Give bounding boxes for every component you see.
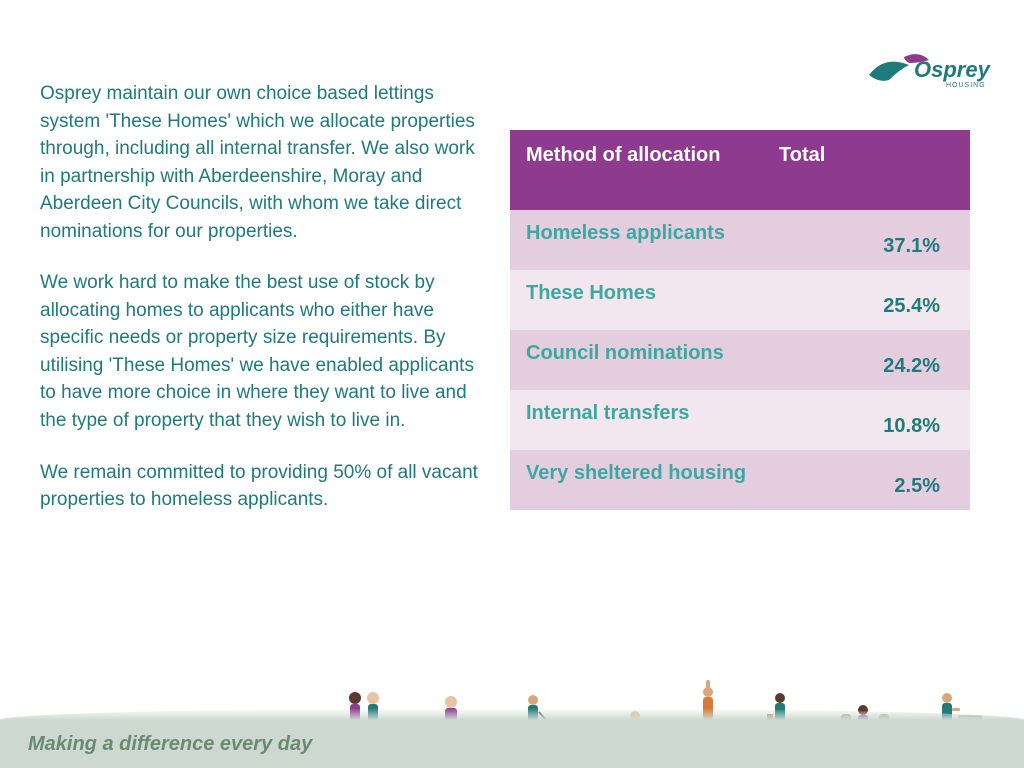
col-header-total: Total	[763, 130, 970, 210]
svg-text:Osprey: Osprey	[914, 57, 992, 82]
row-label: Very sheltered housing	[510, 450, 763, 510]
row-value: 10.8%	[763, 390, 970, 450]
table-row: Very sheltered housing2.5%	[510, 450, 970, 510]
footer-bar: Making a difference every day	[0, 720, 1024, 768]
row-label: Internal transfers	[510, 390, 763, 450]
col-header-method: Method of allocation	[510, 130, 763, 210]
table-row: Homeless applicants37.1%	[510, 210, 970, 270]
row-value: 37.1%	[763, 210, 970, 270]
row-label: Council nominations	[510, 330, 763, 390]
body-text: Osprey maintain our own choice based let…	[40, 80, 480, 538]
paragraph-2: We work hard to make the best use of sto…	[40, 269, 480, 434]
table-row: Council nominations24.2%	[510, 330, 970, 390]
allocation-table: Method of allocation Total Homeless appl…	[510, 130, 970, 510]
brand-logo: Osprey HOUSING	[864, 45, 994, 95]
table-row: These Homes25.4%	[510, 270, 970, 330]
tagline: Making a difference every day	[28, 733, 312, 756]
table-row: Internal transfers10.8%	[510, 390, 970, 450]
paragraph-3: We remain committed to providing 50% of …	[40, 459, 480, 514]
row-value: 24.2%	[763, 330, 970, 390]
row-label: Homeless applicants	[510, 210, 763, 270]
row-value: 25.4%	[763, 270, 970, 330]
paragraph-1: Osprey maintain our own choice based let…	[40, 80, 480, 245]
svg-text:HOUSING: HOUSING	[946, 82, 986, 89]
row-value: 2.5%	[763, 450, 970, 510]
row-label: These Homes	[510, 270, 763, 330]
